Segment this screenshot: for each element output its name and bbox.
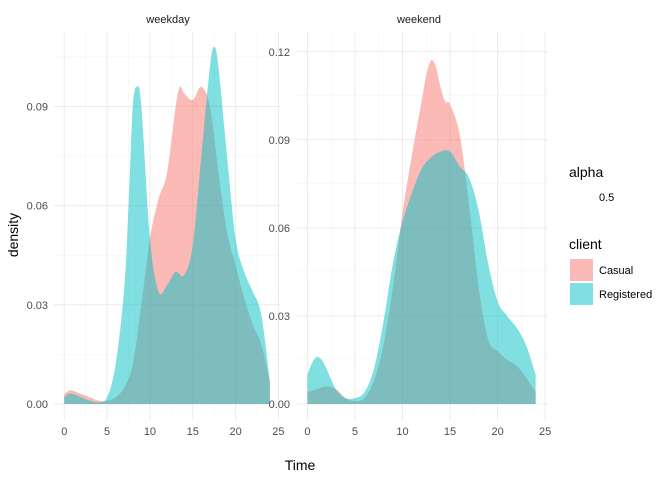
- legend-key-casual: [570, 259, 593, 281]
- x-tick-label: 0: [61, 426, 67, 438]
- x-ticks-weekend: 0 5 10 15 20 25: [304, 426, 551, 438]
- x-tick-label: 10: [144, 426, 156, 438]
- y-tick-label: 0.03: [27, 300, 48, 312]
- legend-client-title: client: [569, 236, 602, 252]
- y-tick-label: 0.12: [269, 47, 290, 59]
- x-tick-label: 10: [396, 426, 408, 438]
- y-axis-title: density: [5, 213, 21, 257]
- x-tick-label: 25: [539, 426, 551, 438]
- panel-weekend: weekend 0.00 0.03 0.06 0.09 0.12 0 5 10 15 20 25: [269, 14, 552, 438]
- legend-alpha-title: alpha: [569, 164, 603, 180]
- legend-key-registered: [570, 283, 593, 305]
- x-tick-label: 0: [304, 426, 310, 438]
- areas-weekend: [307, 60, 536, 404]
- y-ticks-weekend: 0.00 0.03 0.06 0.09 0.12: [269, 47, 290, 411]
- legend: alpha 0.5 client Casual Registered: [569, 164, 652, 305]
- y-tick-label: 0.09: [27, 102, 48, 114]
- x-tick-label: 20: [491, 426, 503, 438]
- y-tick-label: 0.00: [269, 399, 290, 411]
- x-tick-label: 5: [104, 426, 110, 438]
- legend-label-registered: Registered: [599, 289, 652, 301]
- y-tick-label: 0.00: [27, 399, 48, 411]
- x-tick-label: 20: [229, 426, 241, 438]
- x-tick-label: 25: [272, 426, 284, 438]
- y-tick-label: 0.09: [269, 135, 290, 147]
- strip-label-weekday: weekday: [145, 14, 190, 26]
- y-ticks-weekday: 0.00 0.03 0.06 0.09: [27, 102, 48, 411]
- legend-label-casual: Casual: [599, 265, 633, 277]
- x-tick-label: 5: [352, 426, 358, 438]
- density-area-registered: [64, 47, 270, 404]
- legend-alpha-value: 0.5: [599, 192, 614, 204]
- x-axis-title: Time: [285, 457, 316, 473]
- y-tick-label: 0.06: [27, 201, 48, 213]
- density-area-registered: [307, 150, 536, 404]
- y-tick-label: 0.03: [269, 311, 290, 323]
- x-ticks-weekday: 0 5 10 15 20 25: [61, 426, 284, 438]
- y-tick-label: 0.06: [269, 223, 290, 235]
- areas-weekday: [64, 47, 270, 404]
- strip-label-weekend: weekend: [396, 14, 441, 26]
- x-tick-label: 15: [444, 426, 456, 438]
- panel-weekday: weekday 0.00 0.03 0.06 0.09 0 5 10 15 20 25: [27, 14, 285, 438]
- x-tick-label: 15: [187, 426, 199, 438]
